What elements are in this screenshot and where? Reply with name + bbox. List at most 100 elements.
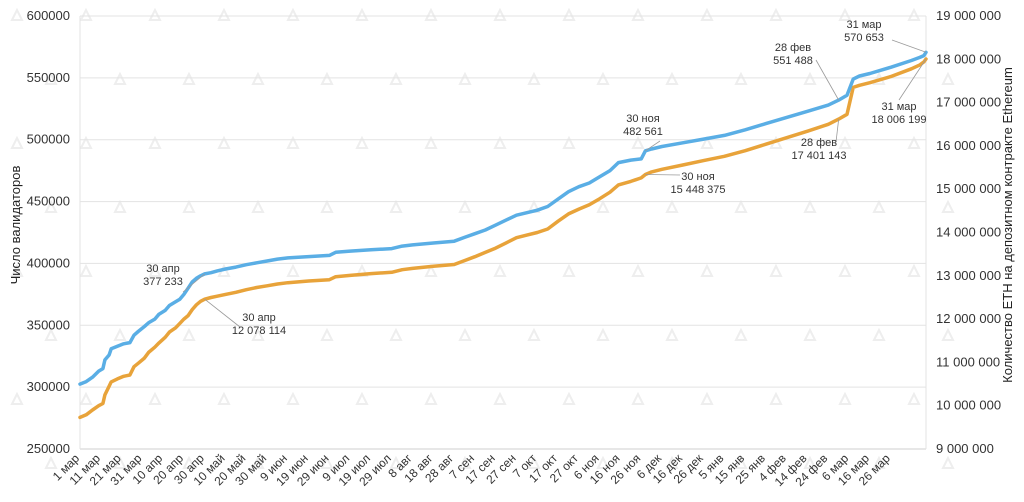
annotation-date: 31 мар: [846, 19, 881, 31]
watermark-logo: [458, 327, 472, 341]
watermark-logo: [10, 7, 24, 21]
watermark-logo: [803, 199, 817, 213]
annotation-value: 15 448 375: [670, 184, 725, 196]
watermark-logo: [217, 7, 231, 21]
watermark-logo: [665, 71, 679, 85]
y-axis-title: Число валидаторов: [8, 166, 23, 285]
annotation-date: 30 ноя: [681, 171, 714, 183]
watermark-logo: [320, 327, 334, 341]
y-tick-label: 500000: [27, 132, 70, 147]
watermark-logo: [562, 263, 576, 277]
y2-tick-label: 15 000 000: [936, 181, 1001, 196]
watermark-logo: [838, 7, 852, 21]
watermark-logo: [251, 455, 265, 469]
annotation-value: 377 233: [143, 276, 183, 288]
watermark-logo: [631, 7, 645, 21]
watermark-logo: [527, 455, 541, 469]
axes: 250000 300000 350000 400000 450000 500000 5500…: [27, 8, 1001, 489]
y-tick-label: 550000: [27, 70, 70, 85]
watermark-logo: [113, 199, 127, 213]
watermark-logo: [907, 135, 921, 149]
watermark-logo: [182, 455, 196, 469]
y2-tick-label: 9 000 000: [936, 441, 994, 456]
watermark-logo: [355, 7, 369, 21]
watermark-logo: [631, 263, 645, 277]
watermark-logo: [941, 455, 955, 469]
watermark-logo: [389, 199, 403, 213]
watermark-logo: [872, 327, 886, 341]
watermark-logo: [941, 199, 955, 213]
watermark-logo: [389, 327, 403, 341]
watermark-logo: [44, 455, 58, 469]
watermark-logo: [803, 327, 817, 341]
watermark-logo: [148, 391, 162, 405]
y-tick-label: 350000: [27, 317, 70, 332]
watermark-logo: [838, 263, 852, 277]
y2-tick-label: 19 000 000: [936, 8, 1001, 23]
watermark-logo: [527, 327, 541, 341]
watermark-logo: [458, 71, 472, 85]
annotation-leader: [815, 59, 840, 101]
watermark-logo: [493, 7, 507, 21]
annotation-value: 18 006 199: [871, 114, 926, 126]
watermark-logo: [424, 391, 438, 405]
watermark-logo: [424, 135, 438, 149]
watermark-logo: [182, 199, 196, 213]
watermark-logo: [769, 391, 783, 405]
watermark-logo: [527, 71, 541, 85]
watermark-logo: [424, 263, 438, 277]
watermark-logo: [700, 263, 714, 277]
watermark-logo: [148, 7, 162, 21]
y2-tick-label: 11 000 000: [936, 354, 1000, 369]
watermark-logo: [182, 327, 196, 341]
annotation-leader: [182, 273, 205, 293]
annotation-value: 17 401 143: [791, 150, 846, 162]
y2-tick-label: 18 000 000: [936, 51, 1001, 66]
watermark-logo: [493, 135, 507, 149]
watermark-logo: [320, 455, 334, 469]
watermark-logo: [79, 391, 93, 405]
y2-tick-label: 12 000 000: [936, 311, 1001, 326]
watermark-logo: [734, 327, 748, 341]
y2-tick-label: 13 000 000: [936, 268, 1001, 283]
watermark-logo: [838, 391, 852, 405]
watermark-logo: [10, 391, 24, 405]
watermark-logo: [286, 263, 300, 277]
validators-line: [78, 50, 928, 386]
watermark-logo: [251, 327, 265, 341]
y-tick-label: 400000: [27, 255, 70, 270]
watermark-logo: [665, 199, 679, 213]
annotation-value: 482 561: [623, 126, 663, 138]
watermark-logo: [596, 71, 610, 85]
annotation-value: 12 078 114: [232, 325, 286, 337]
watermark-logo: [286, 7, 300, 21]
watermark-logo: [562, 391, 576, 405]
watermark-layer: [10, 7, 955, 469]
watermark-logo: [44, 199, 58, 213]
watermark-logo: [182, 71, 196, 85]
watermark-logo: [44, 71, 58, 85]
watermark-logo: [389, 71, 403, 85]
y2-tick-label: 16 000 000: [936, 138, 1001, 153]
watermark-logo: [700, 391, 714, 405]
watermark-logo: [665, 327, 679, 341]
watermark-logo: [838, 135, 852, 149]
grid-lines: [80, 15, 926, 450]
watermark-logo: [217, 135, 231, 149]
watermark-logo: [872, 199, 886, 213]
watermark-logo: [803, 455, 817, 469]
watermark-logo: [79, 263, 93, 277]
watermark-logo: [148, 263, 162, 277]
watermark-logo: [700, 7, 714, 21]
watermark-logo: [355, 391, 369, 405]
watermark-logo: [665, 455, 679, 469]
watermark-logo: [596, 455, 610, 469]
watermark-logo: [44, 327, 58, 341]
watermark-logo: [113, 327, 127, 341]
watermark-logo: [734, 455, 748, 469]
watermark-logo: [320, 199, 334, 213]
watermark-logo: [803, 71, 817, 85]
watermark-logo: [113, 455, 127, 469]
watermark-logo: [286, 391, 300, 405]
